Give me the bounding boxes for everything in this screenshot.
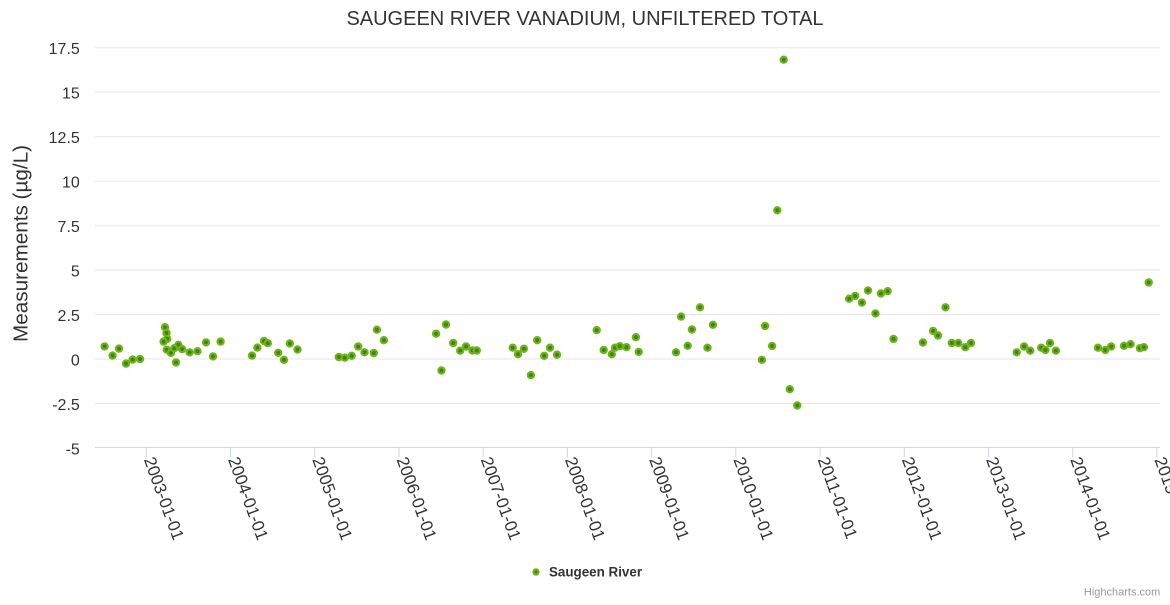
- svg-text:12.5: 12.5: [49, 130, 80, 147]
- svg-text:Measurements (µg/L): Measurements (µg/L): [10, 145, 33, 342]
- svg-text:0: 0: [71, 353, 80, 370]
- svg-text:2.5: 2.5: [58, 308, 80, 325]
- svg-text:-5: -5: [66, 441, 80, 458]
- svg-text:-2.5: -2.5: [52, 397, 80, 414]
- svg-text:7.5: 7.5: [58, 219, 80, 236]
- svg-text:17.5: 17.5: [49, 41, 80, 58]
- svg-text:Highcharts.com: Highcharts.com: [1084, 586, 1160, 598]
- svg-text:Saugeen River: Saugeen River: [549, 564, 643, 579]
- svg-text:SAUGEEN RIVER VANADIUM, UNFILT: SAUGEEN RIVER VANADIUM, UNFILTERED TOTAL: [346, 8, 823, 30]
- svg-text:5: 5: [71, 264, 80, 281]
- svg-text:10: 10: [62, 175, 80, 192]
- svg-text:15: 15: [62, 86, 80, 103]
